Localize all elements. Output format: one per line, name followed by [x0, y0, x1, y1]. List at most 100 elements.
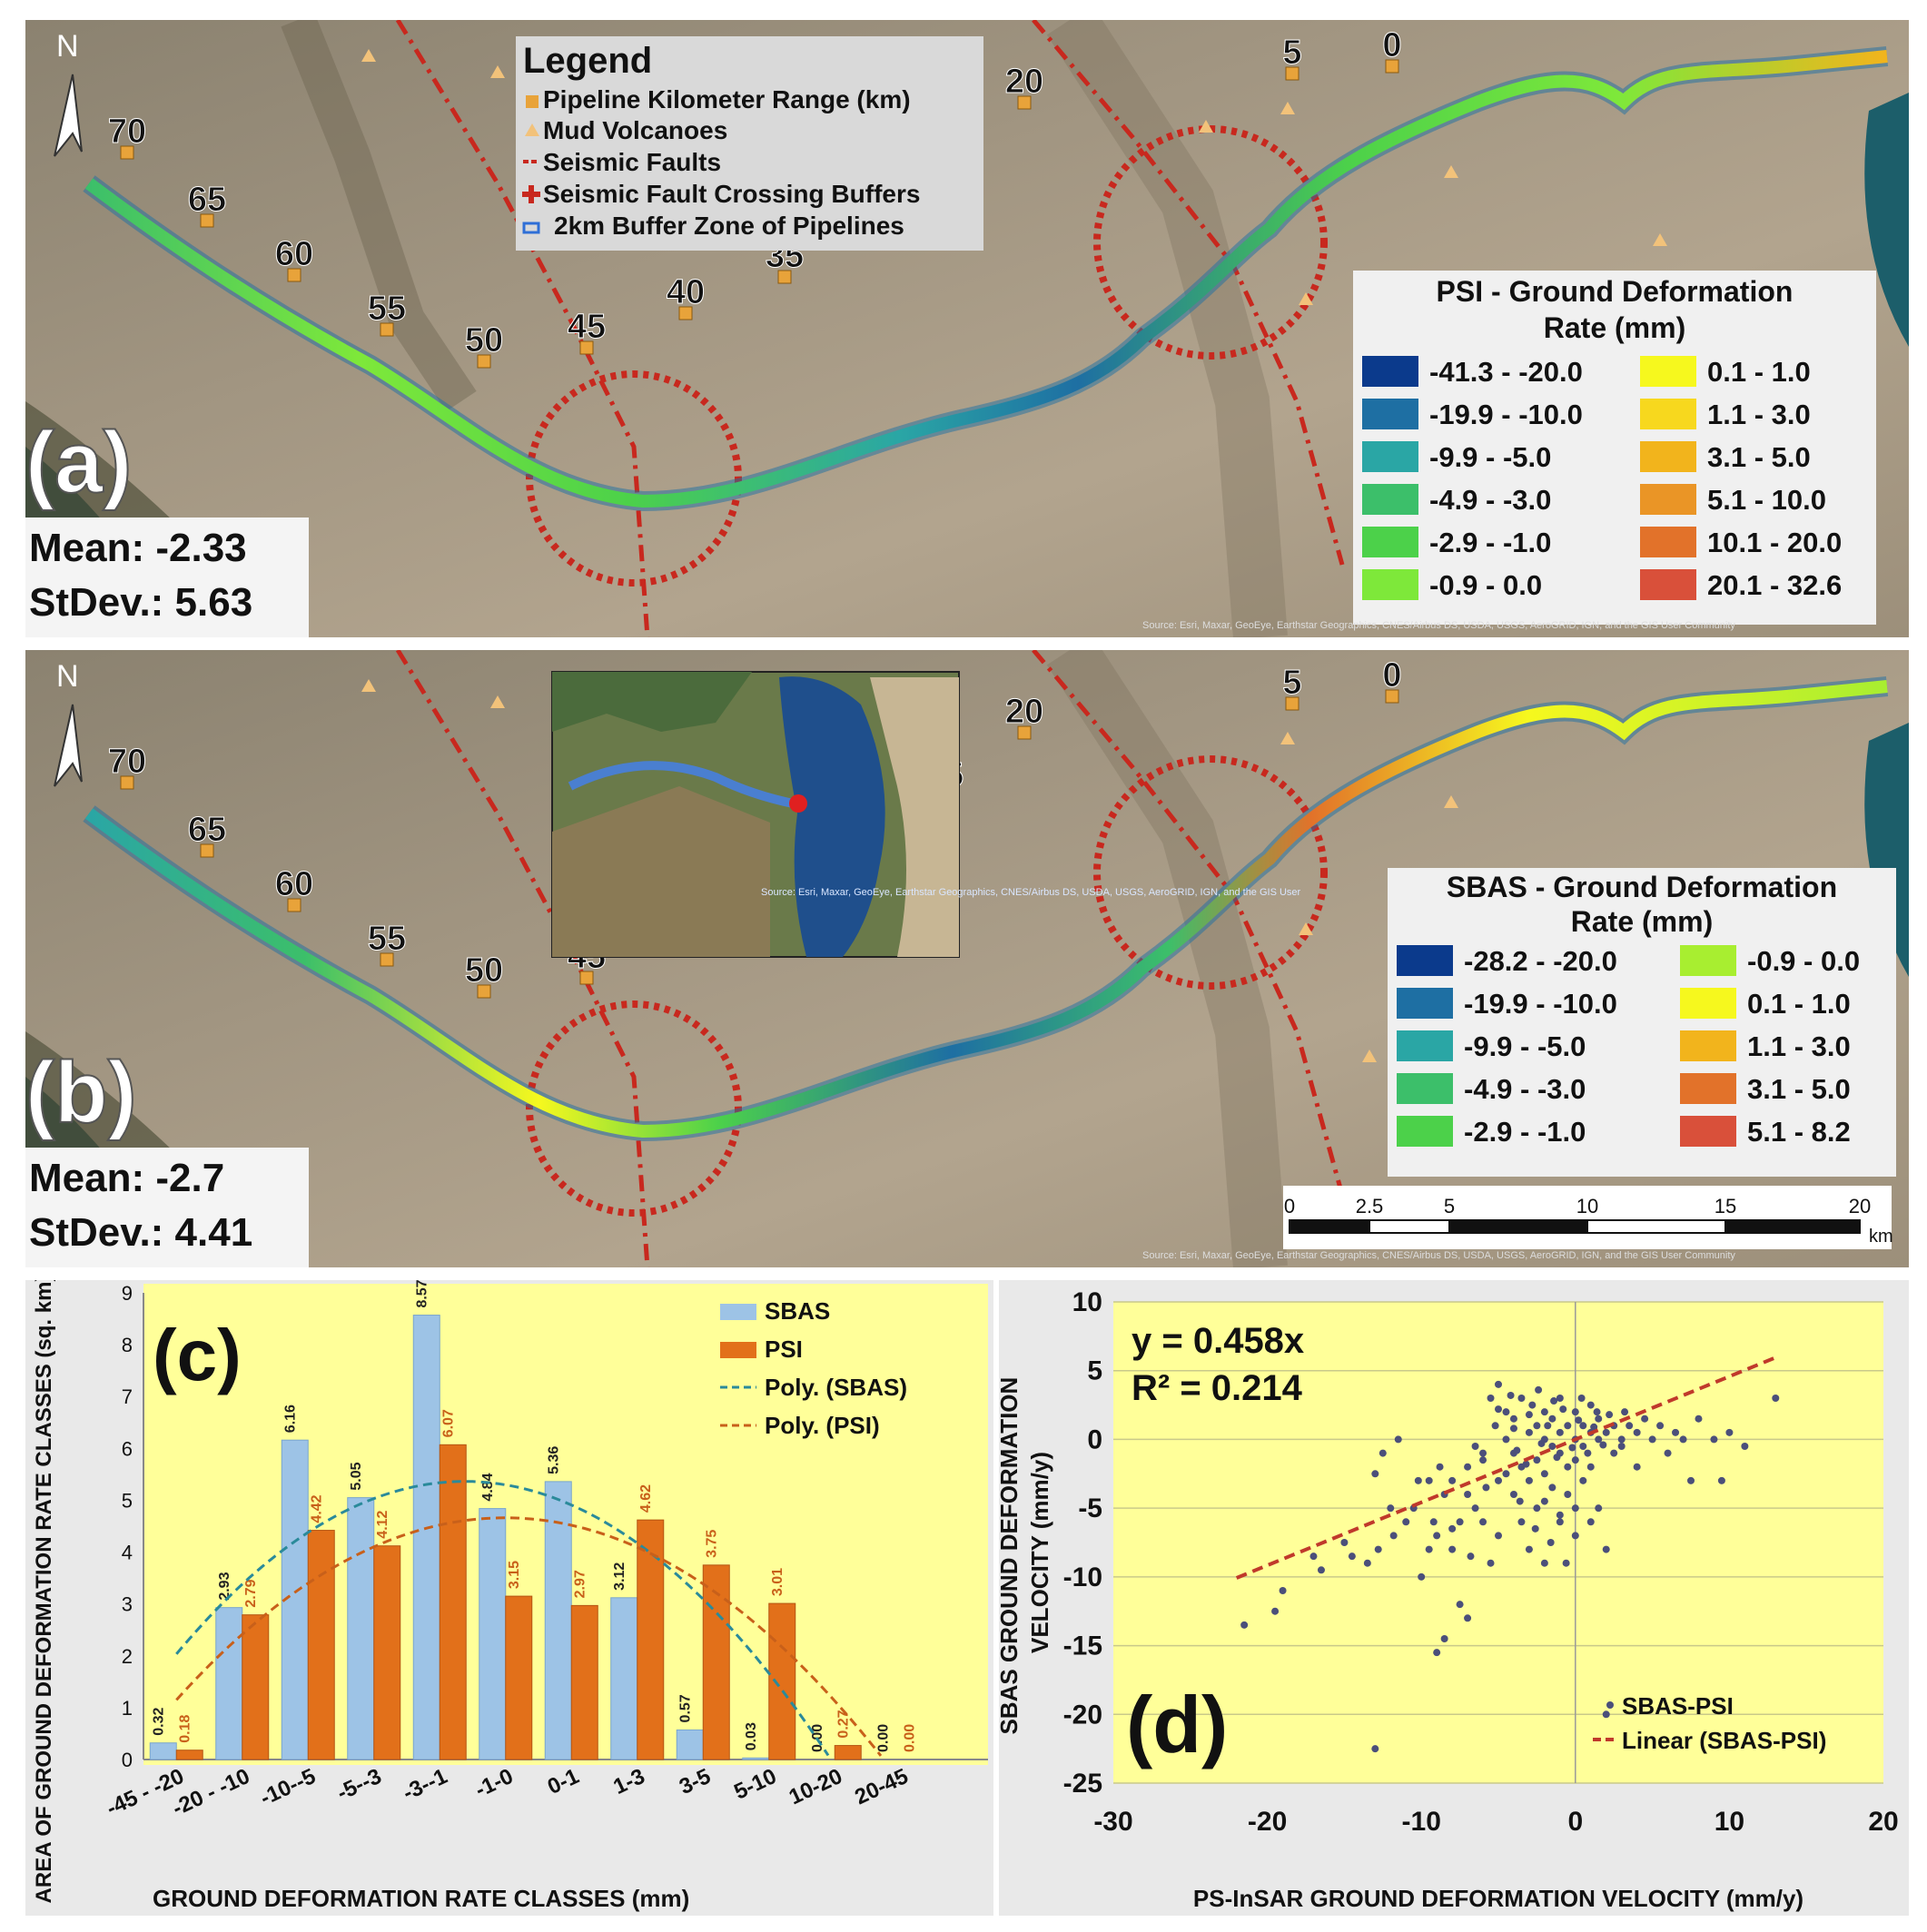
scatter-point: [1240, 1621, 1249, 1629]
scale-tick-label: 5: [1444, 1195, 1455, 1217]
mean-value: Mean: -2.33: [29, 526, 247, 570]
scatter-point: [1540, 1408, 1548, 1416]
ridge: [1046, 20, 1288, 637]
km-label: 0: [1382, 656, 1401, 695]
scatter-point: [1656, 1422, 1665, 1430]
scatter-chart-panel: -25 -20 -15 -10 -5 0 5 10 -30 -20 -10 0 10 20 y = 0.4…: [999, 1280, 1909, 1916]
north-label: N: [56, 659, 79, 694]
class-legend-subtitle: Rate (mm): [1571, 905, 1713, 938]
panel-label: (c): [153, 1315, 242, 1395]
stdev-value: StDev.: 4.41: [29, 1210, 252, 1255]
km-label: 70: [108, 743, 146, 781]
mud-volcano-icon: [525, 123, 539, 136]
scatter-point: [1387, 1504, 1395, 1513]
class-label: 5.1 - 10.0: [1707, 484, 1826, 516]
scatter-point: [1467, 1552, 1475, 1561]
scatter-point: [1679, 1435, 1687, 1444]
km-label: 45: [568, 308, 606, 346]
class-swatch: [1640, 441, 1696, 472]
scatter-point: [1741, 1443, 1749, 1450]
scatter-point: [1621, 1408, 1629, 1416]
bars: 0.32 0.18 2.93 2.79 6.16 4.42 5.05 4.12 8.57 6.07…: [149, 1280, 917, 1760]
scatter-point: [1717, 1476, 1725, 1484]
pipeline-buffer-legend-icon: [522, 222, 540, 234]
scatter-point: [1577, 1395, 1586, 1402]
x-tick-label: 20: [1868, 1807, 1898, 1837]
scatter-point: [1559, 1405, 1567, 1414]
scatter-point: [1502, 1408, 1510, 1416]
y-tick-label: 0: [122, 1749, 133, 1771]
y-tick-label: -20: [1063, 1700, 1102, 1730]
bar-sbas: [676, 1729, 704, 1760]
scatter-point: [1595, 1504, 1603, 1513]
class-legend-box: [1388, 868, 1896, 1177]
scale-segment: [1586, 1219, 1726, 1234]
x-tick-label: -10--5: [256, 1764, 319, 1811]
scatter-point: [1593, 1408, 1601, 1416]
scatter-point: [1556, 1518, 1564, 1526]
scatter-point: [1471, 1443, 1479, 1450]
class-legend-title: PSI - Ground Deformation: [1437, 275, 1794, 308]
scatter-point: [1590, 1423, 1598, 1431]
bar-sbas: [479, 1508, 507, 1760]
class-label: -19.9 - -10.0: [1464, 988, 1617, 1020]
r-squared: R² = 0.214: [1131, 1368, 1303, 1408]
class-label: -2.9 - -1.0: [1464, 1116, 1586, 1148]
scale-tick-label: 20: [1849, 1195, 1871, 1217]
scale-bar: 0 2.5 5 10 15 20 km: [1283, 1186, 1893, 1249]
km-label: 65: [188, 811, 226, 849]
scatter-point: [1448, 1524, 1457, 1533]
scatter-point: [1610, 1449, 1618, 1457]
class-label: -4.9 - -3.0: [1429, 484, 1551, 516]
x-tick-label: -20: [1248, 1807, 1287, 1837]
scatter-point: [1672, 1428, 1680, 1436]
stats-box: [25, 1148, 309, 1267]
class-swatch: [1640, 356, 1696, 387]
bar-value-label: 2.97: [573, 1570, 588, 1598]
bar-value-label: 4.84: [480, 1473, 496, 1501]
legend-swatch-sbas: [720, 1304, 756, 1320]
scatter-point: [1495, 1532, 1502, 1540]
scatter-point: [1507, 1391, 1515, 1399]
y-tick-label: 0: [1087, 1424, 1102, 1454]
scatter-point: [1575, 1416, 1583, 1424]
scatter-point: [1317, 1566, 1325, 1574]
bar-value-label: 0.00: [875, 1724, 891, 1752]
x-tick-label: 10-20: [786, 1764, 846, 1809]
scatter-point: [1464, 1491, 1472, 1498]
scatter-point: [1309, 1552, 1318, 1561]
class-swatch: [1397, 1073, 1453, 1104]
scatter-point: [1502, 1435, 1510, 1444]
scatter-point: [1495, 1476, 1502, 1484]
km-marker-icon: [200, 213, 214, 228]
legend-label-psi: PSI: [765, 1336, 803, 1363]
class-swatch: [1680, 988, 1736, 1019]
km-marker-icon: [287, 268, 301, 282]
class-swatch: [1362, 356, 1418, 387]
scatter-point: [1556, 1428, 1564, 1436]
km-label: 60: [275, 235, 313, 273]
class-legend-title: SBAS - Ground Deformation: [1447, 871, 1837, 903]
x-tick-label: -1-0: [471, 1764, 517, 1803]
class-label: 1.1 - 3.0: [1707, 399, 1811, 430]
scatter-point: [1564, 1422, 1572, 1430]
scatter-point: [1664, 1449, 1672, 1457]
axis-ticks: -25 -20 -15 -10 -5 0 5 10 -30 -20 -10 0 10 20: [1063, 1287, 1899, 1837]
km-label: 55: [368, 920, 406, 958]
scatter-point: [1531, 1524, 1539, 1533]
legend-label-sbas: SBAS: [765, 1297, 830, 1325]
scatter-point: [1517, 1518, 1526, 1526]
km-label: 50: [465, 951, 503, 990]
bar-value-label: 0.57: [678, 1694, 694, 1722]
scatter-point: [1633, 1463, 1641, 1471]
scatter-point: [1482, 1484, 1490, 1492]
class-label: -9.9 - -5.0: [1429, 441, 1551, 473]
chart-legend: SBAS PSI Poly. (SBAS) Poly. (PSI): [720, 1297, 907, 1439]
km-label: 55: [368, 290, 406, 328]
km-label: 40: [667, 273, 705, 311]
inset-land: [870, 677, 959, 957]
deformation-class-legend: PSI - Ground Deformation Rate (mm) -41.3…: [1353, 271, 1876, 625]
panel-label: (d): [1126, 1680, 1228, 1769]
scatter-point: [1448, 1476, 1457, 1484]
scatter-point: [1371, 1745, 1379, 1753]
